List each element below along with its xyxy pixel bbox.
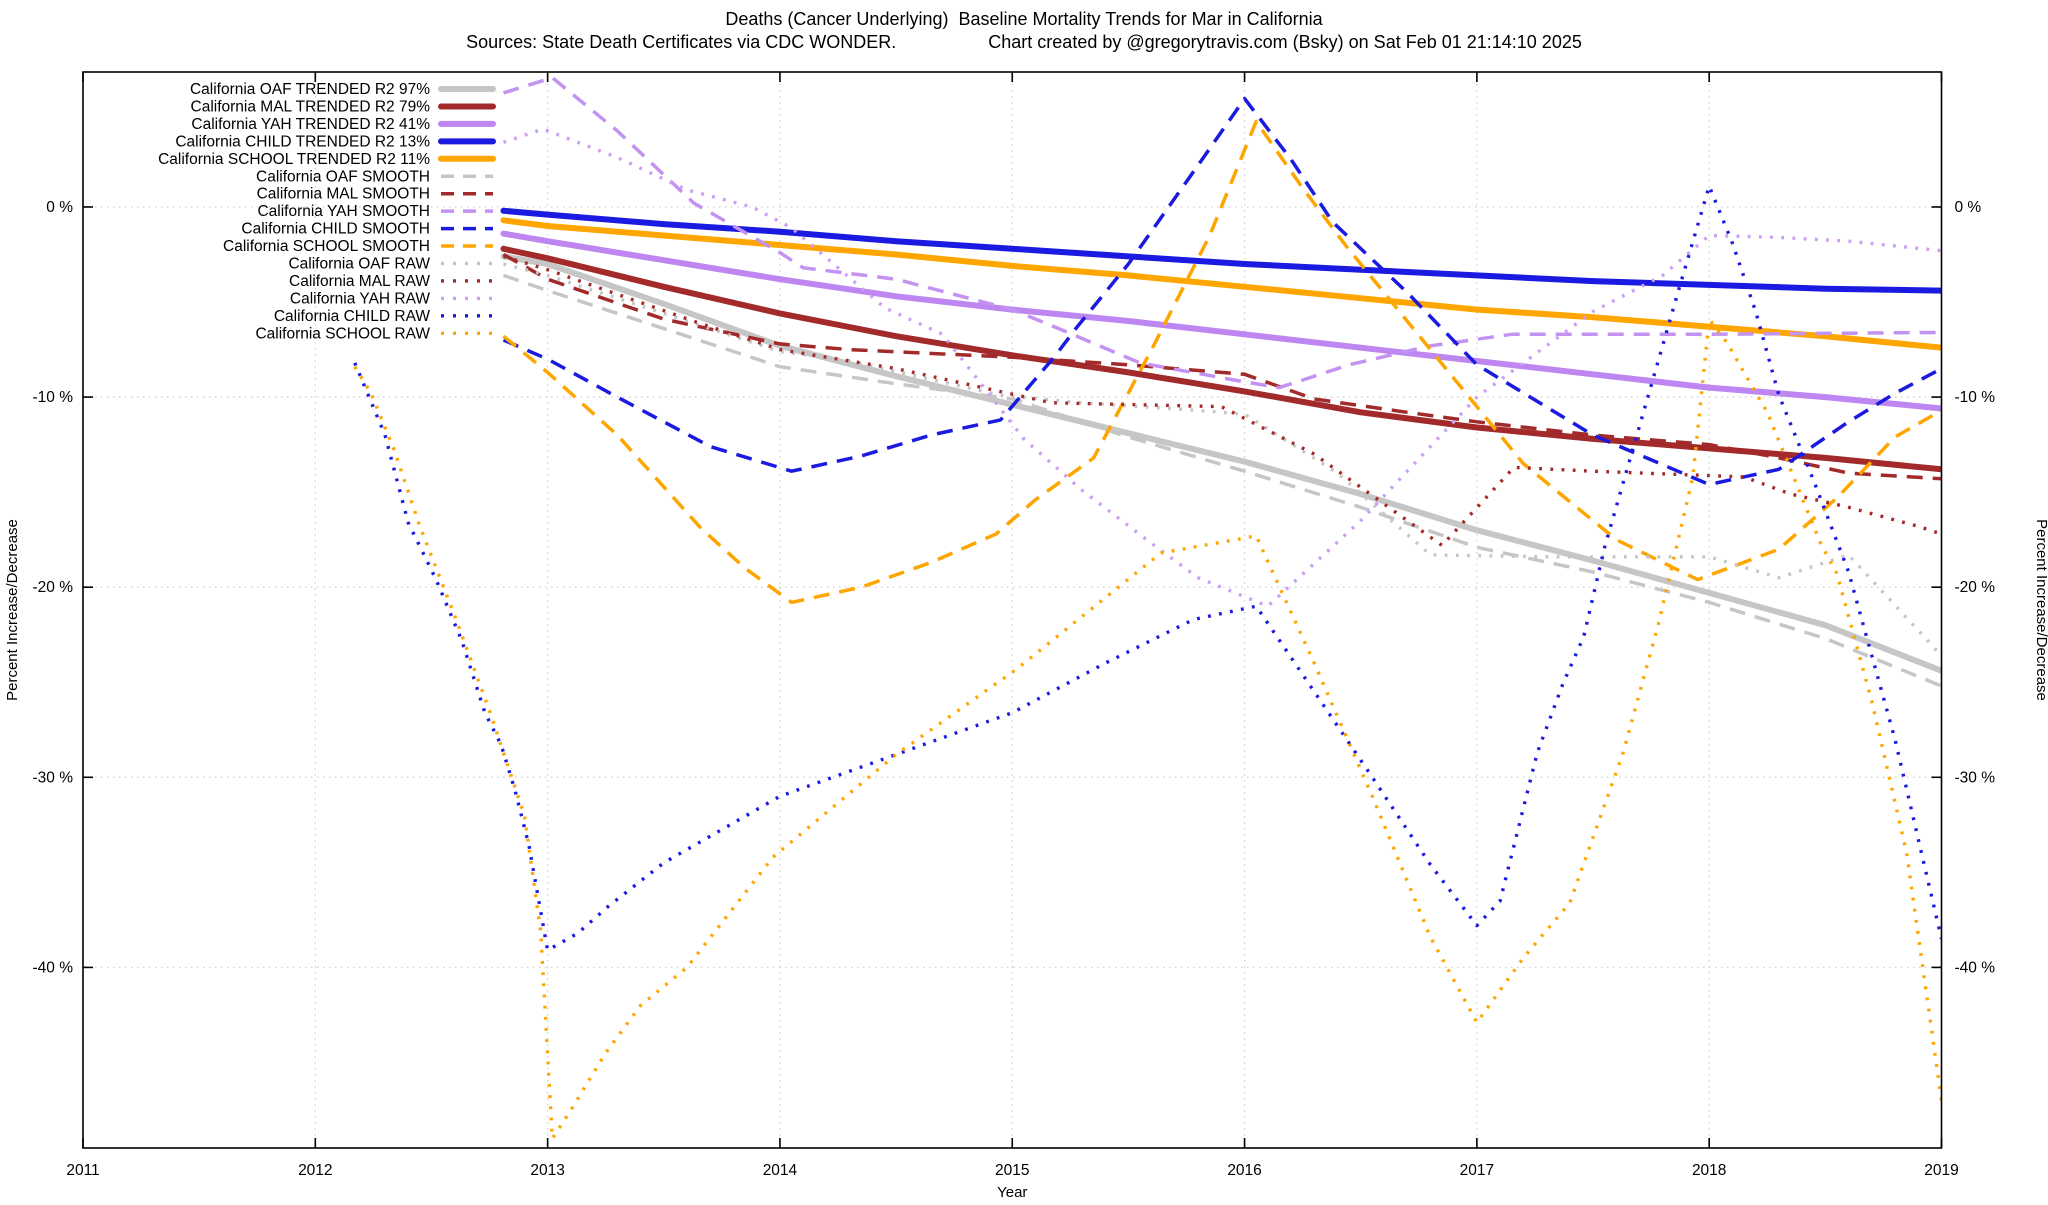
x-tick-label-2015: 2015 <box>995 1162 1029 1179</box>
legend-label-california-child-trended-r2-13: California CHILD TRENDED R2 13% <box>175 133 430 150</box>
series-line-california-child-trended-r2-13 <box>500 207 1942 294</box>
y-axis-label-right: Percent Increase/Decrease <box>2033 519 2048 701</box>
series-line-california-child-raw <box>353 184 1942 952</box>
legend-label-california-school-smooth: California SCHOOL SMOOTH <box>223 238 430 255</box>
legend-label-california-school-raw: California SCHOOL RAW <box>255 325 430 342</box>
series-line-california-oaf-smooth <box>502 273 1942 688</box>
series-line-california-school-smooth <box>502 119 1942 605</box>
legend-label-california-yah-raw: California YAH RAW <box>290 290 430 307</box>
legend-label-california-school-trended-r2-11: California SCHOOL TRENDED R2 11% <box>158 151 430 168</box>
tick-labels: 2011 2012 2013 2014 2015 2016 2017 2018 2019 0 % 0… <box>33 199 1996 1179</box>
y-tick-label-left--10: -10 % <box>33 389 74 406</box>
series-line-california-child-smooth <box>502 96 1942 487</box>
legend: California OAF TRENDED R2 97%California … <box>158 81 496 342</box>
y-tick-label-right--10: -10 % <box>1955 389 1996 406</box>
x-tick-label-2018: 2018 <box>1692 1162 1726 1179</box>
y-tick-label-left--30: -30 % <box>33 769 74 786</box>
y-tick-label-right--40: -40 % <box>1955 959 1996 976</box>
x-tick-label-2012: 2012 <box>298 1162 332 1179</box>
x-axis-label: Year <box>997 1184 1027 1200</box>
series-line-california-oaf-trended-r2-97 <box>500 253 1942 674</box>
x-tick-label-2017: 2017 <box>1460 1162 1494 1179</box>
x-tick-label-2019: 2019 <box>1924 1162 1958 1179</box>
legend-label-california-yah-smooth: California YAH SMOOTH <box>257 203 430 220</box>
series-line-california-school-trended-r2-11 <box>500 217 1942 351</box>
legend-label-california-yah-trended-r2-41: California YAH TRENDED R2 41% <box>191 116 430 133</box>
legend-label-california-oaf-smooth: California OAF SMOOTH <box>256 168 430 185</box>
tick-marks <box>82 72 1943 1148</box>
y-tick-label-left--40: -40 % <box>33 959 74 976</box>
x-tick-label-2013: 2013 <box>530 1162 564 1179</box>
x-tick-label-2016: 2016 <box>1227 1162 1261 1179</box>
series-line-california-school-raw <box>353 317 1942 1141</box>
y-axis-label-left: Percent Increase/Decrease <box>4 519 21 701</box>
y-tick-label-right--30: -30 % <box>1955 769 1996 786</box>
legend-label-california-child-smooth: California CHILD SMOOTH <box>241 221 430 238</box>
legend-label-california-mal-raw: California MAL RAW <box>289 273 430 290</box>
legend-label-california-mal-trended-r2-79: California MAL TRENDED R2 79% <box>191 98 431 115</box>
series-line-california-mal-trended-r2-79 <box>500 245 1942 473</box>
y-tick-label-left-0: 0 % <box>46 199 73 216</box>
axis-labels: Year Percent Increase/Decrease Percent Inc… <box>4 519 2048 1201</box>
chart-subtitle: Sources: State Death Certificates via CD… <box>0 32 2048 53</box>
series-line-california-mal-raw <box>503 254 1942 548</box>
series-line-california-yah-trended-r2-41 <box>500 230 1942 412</box>
series-line-california-yah-smooth <box>502 75 1942 390</box>
series-group <box>353 75 1942 1141</box>
y-tick-label-right-0: 0 % <box>1955 199 1982 216</box>
y-tick-label-right--20: -20 % <box>1955 579 1996 596</box>
legend-label-california-mal-smooth: California MAL SMOOTH <box>257 186 430 203</box>
x-tick-label-2011: 2011 <box>66 1162 99 1179</box>
legend-label-california-oaf-trended-r2-97: California OAF TRENDED R2 97% <box>190 81 430 98</box>
x-tick-label-2014: 2014 <box>763 1162 798 1179</box>
chart-title: Deaths (Cancer Underlying) Baseline Mort… <box>725 9 1323 29</box>
legend-label-california-child-raw: California CHILD RAW <box>274 308 431 325</box>
gridlines <box>82 72 1943 1148</box>
legend-label-california-oaf-raw: California OAF RAW <box>288 256 430 273</box>
chart-sources: Sources: State Death Certificates via CD… <box>466 32 897 52</box>
chart-credit: Chart created by @gregorytravis.com (Bsk… <box>988 32 1582 52</box>
y-tick-label-left--20: -20 % <box>33 579 74 596</box>
